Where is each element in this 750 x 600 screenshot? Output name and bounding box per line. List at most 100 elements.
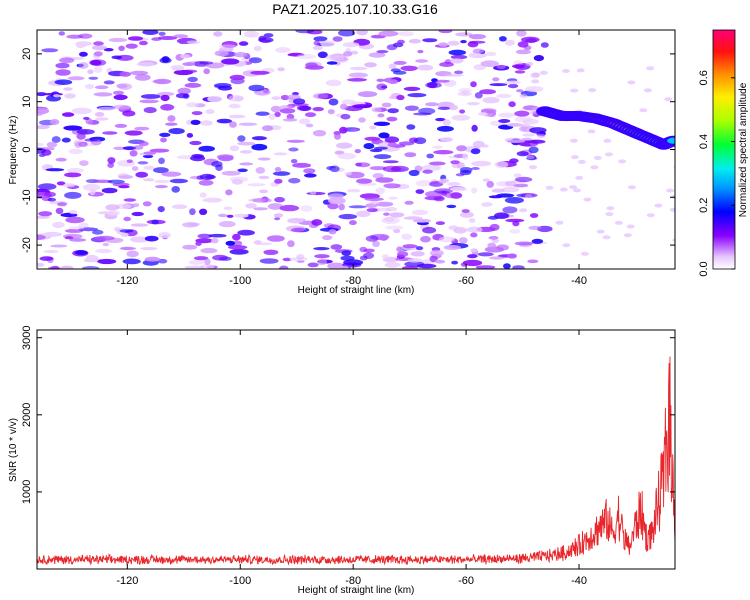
x-tick-label: -80 xyxy=(345,275,361,287)
noise-blob xyxy=(513,60,523,66)
noise-blob xyxy=(160,94,170,102)
noise-blob xyxy=(348,72,368,78)
noise-blob xyxy=(532,72,541,77)
noise-blob xyxy=(228,114,246,119)
noise-blob xyxy=(213,31,223,37)
noise-blob xyxy=(268,113,276,120)
noise-blob xyxy=(91,45,108,51)
noise-blob xyxy=(372,173,384,179)
x-tick-label: -100 xyxy=(229,275,251,287)
noise-blob xyxy=(504,39,515,46)
noise-blob xyxy=(219,44,237,49)
colorbar-tick-label: 0.4 xyxy=(698,134,710,149)
noise-blob xyxy=(383,183,401,189)
noise-blob xyxy=(122,258,141,265)
noise-blob xyxy=(251,136,267,141)
noise-blob xyxy=(327,202,339,210)
noise-blob xyxy=(605,212,614,217)
noise-blob xyxy=(263,33,274,38)
noise-blob xyxy=(482,178,490,182)
noise-blob xyxy=(243,30,260,38)
noise-blob xyxy=(338,203,345,211)
noise-blob xyxy=(505,180,517,187)
bottom-y-axis-label: SNR (10 * v/v) xyxy=(8,418,19,482)
noise-blob xyxy=(525,38,537,44)
noise-blob xyxy=(125,43,138,49)
noise-blob xyxy=(373,154,392,160)
noise-blob xyxy=(381,102,392,108)
noise-blob xyxy=(569,138,578,143)
noise-blob xyxy=(403,216,423,220)
noise-blob xyxy=(311,219,323,226)
noise-blob xyxy=(292,162,312,168)
noise-blob xyxy=(43,250,59,253)
noise-blob xyxy=(119,229,134,233)
noise-blob xyxy=(453,227,468,234)
noise-blob xyxy=(406,124,416,130)
noise-blob xyxy=(223,206,233,211)
noise-blob xyxy=(69,238,87,242)
noise-blob xyxy=(168,128,185,135)
noise-blob xyxy=(605,152,613,157)
noise-blob xyxy=(229,248,249,255)
noise-blob xyxy=(528,146,539,154)
noise-blob xyxy=(130,223,149,227)
noise-blob xyxy=(93,51,103,57)
noise-blob xyxy=(102,131,118,135)
noise-blob xyxy=(144,235,159,242)
noise-blob xyxy=(176,155,195,160)
noise-blob xyxy=(539,70,548,75)
noise-blob xyxy=(304,173,317,178)
noise-blob xyxy=(112,90,125,95)
noise-blob xyxy=(182,244,198,250)
noise-blob xyxy=(481,202,493,207)
noise-blob xyxy=(184,265,205,269)
noise-blob xyxy=(496,64,506,70)
noise-blob xyxy=(89,188,96,196)
noise-blob xyxy=(313,36,328,42)
noise-blob xyxy=(516,151,529,157)
noise-blob xyxy=(387,142,398,147)
noise-blob xyxy=(95,248,112,254)
noise-blob xyxy=(142,154,154,159)
noise-blob xyxy=(251,143,268,151)
noise-blob xyxy=(514,110,530,117)
noise-blob xyxy=(258,37,274,43)
noise-blob xyxy=(207,95,223,103)
noise-blob xyxy=(470,232,478,238)
noise-blob xyxy=(126,250,139,258)
noise-blob xyxy=(83,116,90,120)
noise-blob xyxy=(480,144,489,148)
colorbar-tick-label: 0.6 xyxy=(698,70,710,85)
noise-blob xyxy=(400,65,418,72)
noise-blob xyxy=(93,41,104,46)
noise-blob xyxy=(320,40,336,47)
noise-blob xyxy=(55,62,70,69)
noise-blob xyxy=(160,137,167,143)
noise-blob xyxy=(575,175,584,180)
noise-blob xyxy=(154,179,170,184)
noise-blob xyxy=(238,122,258,126)
noise-blob xyxy=(58,31,65,36)
noise-blob xyxy=(139,40,148,46)
noise-blob xyxy=(458,87,472,93)
noise-blob xyxy=(116,83,128,89)
noise-blob xyxy=(499,36,507,42)
noise-blob xyxy=(376,83,388,91)
noise-blob xyxy=(646,213,655,218)
noise-blob xyxy=(410,251,425,257)
noise-blob xyxy=(448,49,466,56)
noise-blob xyxy=(387,108,399,114)
noise-blob xyxy=(666,188,674,193)
noise-blob xyxy=(461,209,470,213)
noise-blob xyxy=(67,76,85,81)
y-tick-label: 1000 xyxy=(21,480,33,504)
noise-blob xyxy=(63,125,83,131)
bottom-x-axis-label: Height of straight line (km) xyxy=(298,585,415,596)
noise-blob xyxy=(507,83,519,89)
noise-blob xyxy=(503,263,511,269)
noise-blob xyxy=(158,157,165,164)
noise-blob xyxy=(288,147,299,152)
noise-blob xyxy=(519,208,528,213)
page-title: PAZ1.2025.107.10.33.G16 xyxy=(272,1,438,17)
